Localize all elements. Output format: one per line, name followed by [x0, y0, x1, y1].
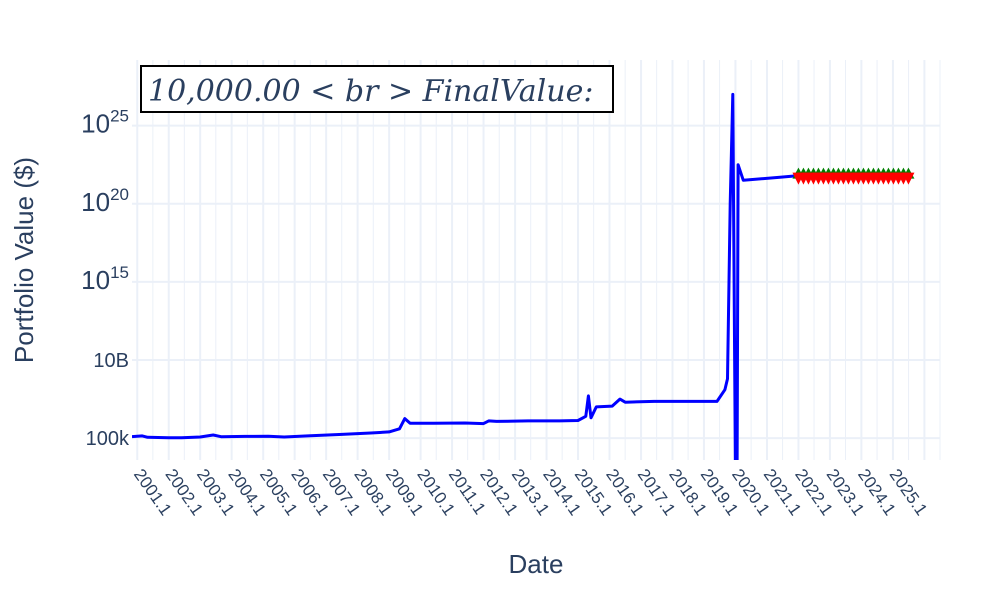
y-tick-exponent: 20 [110, 185, 129, 204]
y-tick-label: 1025 [81, 107, 129, 139]
trade-markers [792, 167, 915, 185]
annotation-text: 10,000.00 < br > FinalValue: [148, 74, 593, 109]
y-tick-label: 10B [93, 350, 129, 372]
y-axis-title: Portfolio Value ($) [9, 157, 39, 363]
y-tick-exponent: 25 [110, 107, 129, 126]
y-tick-exponent: 15 [110, 263, 129, 282]
annotation-box: 10,000.00 < br > FinalValue: [140, 65, 614, 113]
y-tick-base: 10 [81, 187, 110, 217]
y-tick-base: 10 [81, 265, 110, 295]
y-tick-base: 10 [81, 109, 110, 139]
sell-marker [902, 172, 915, 185]
y-gridlines [132, 124, 940, 440]
y-tick-label: 100k [86, 428, 130, 450]
x-axis-title: Date [509, 549, 564, 579]
y-tick-label: 1015 [81, 263, 129, 295]
x-gridlines [136, 60, 941, 460]
portfolio-value-line [132, 92, 799, 460]
y-tick-label: 1020 [81, 185, 129, 217]
